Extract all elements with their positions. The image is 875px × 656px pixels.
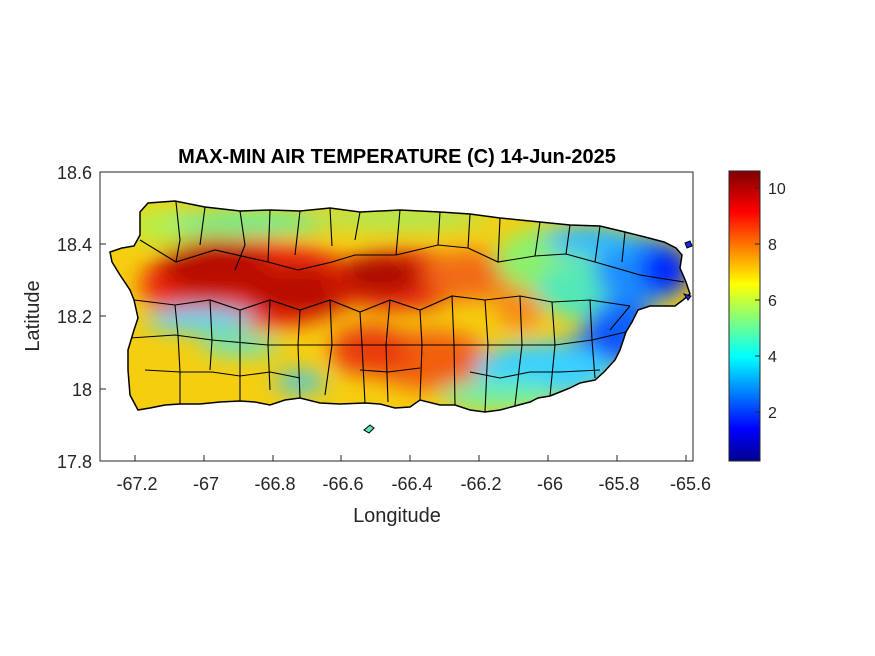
y-tick-label: 17.8	[57, 452, 92, 472]
y-axis-ticks	[100, 171, 106, 462]
x-tick-label: -66.8	[254, 474, 295, 494]
colorbar-tick-label: 8	[768, 237, 777, 254]
x-axis-ticks	[134, 455, 687, 461]
y-tick-label: 18	[72, 380, 92, 400]
x-axis-tick-labels: -67.2 -67 -66.8 -66.6 -66.4 -66.2 -66 -6…	[116, 474, 711, 494]
colorbar-tick-labels: 10 8 6 4 2	[768, 181, 786, 422]
islet	[363, 424, 375, 434]
y-axis-label: Latitude	[22, 280, 44, 351]
x-tick-label: -65.8	[598, 474, 639, 494]
temperature-heatmap	[110, 201, 690, 412]
y-tick-label: 18.4	[57, 235, 92, 255]
y-tick-label: 18.2	[57, 307, 92, 327]
y-tick-label: 18.6	[57, 163, 92, 183]
x-tick-label: -66.4	[391, 474, 432, 494]
x-tick-label: -66.2	[460, 474, 501, 494]
x-tick-label: -65.6	[670, 474, 711, 494]
x-tick-label: -66.6	[322, 474, 363, 494]
municipality-boundaries	[129, 201, 685, 412]
colorbar-ticks	[755, 187, 760, 413]
y-axis-tick-labels: 18.6 18.4 18.2 18 17.8	[57, 163, 92, 472]
x-axis-label: Longitude	[353, 505, 441, 527]
colorbar-tick-label: 4	[768, 349, 777, 366]
colorbar-tick-label: 10	[768, 181, 786, 198]
colorbar-tick-label: 2	[768, 405, 777, 422]
x-tick-label: -67.2	[116, 474, 157, 494]
x-tick-label: -67	[193, 474, 219, 494]
island-outline	[109, 200, 691, 413]
islet	[682, 293, 692, 301]
chart-title: MAX-MIN AIR TEMPERATURE (C) 14-Jun-2025	[178, 146, 616, 168]
colorbar-tick-label: 6	[768, 293, 777, 310]
colorbar	[728, 170, 761, 462]
x-tick-label: -66	[537, 474, 563, 494]
islet	[684, 240, 693, 249]
